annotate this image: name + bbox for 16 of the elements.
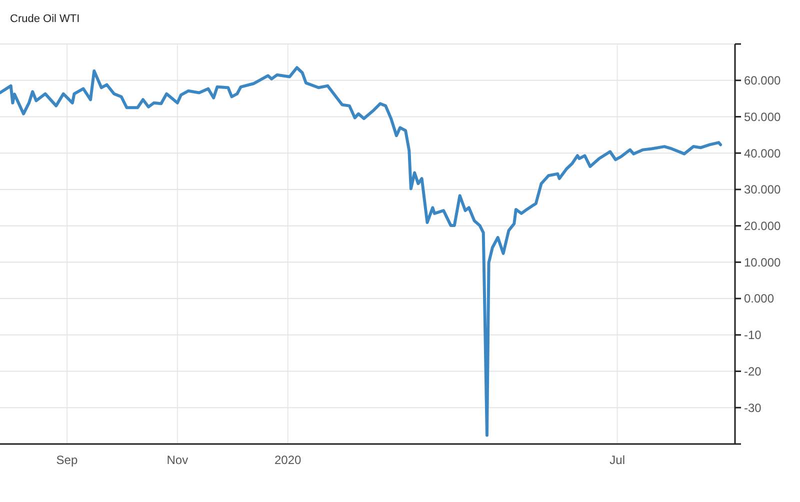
y-tick-label: 50.000 (744, 110, 782, 124)
x-tick-label: Jul (610, 453, 625, 467)
x-tick-label: 2020 (274, 453, 302, 467)
x-tick-label: Nov (166, 453, 188, 467)
y-tick-label: 20.000 (744, 219, 782, 234)
chart-title: Crude Oil WTI (10, 13, 80, 25)
y-tick-label: 30.000 (744, 182, 782, 197)
x-tick-label: Sep (56, 453, 78, 467)
y-tick-label: 40.000 (744, 146, 782, 160)
y-tick-label: 60.000 (744, 74, 782, 88)
y-tick-label: -20 (744, 364, 762, 378)
y-tick-label: 10.000 (744, 255, 782, 270)
y-tick-label: -10 (744, 328, 762, 342)
line-series (0, 66, 722, 437)
y-tick-label: -30 (744, 400, 762, 415)
y-tick-label: 0.000 (744, 292, 774, 306)
